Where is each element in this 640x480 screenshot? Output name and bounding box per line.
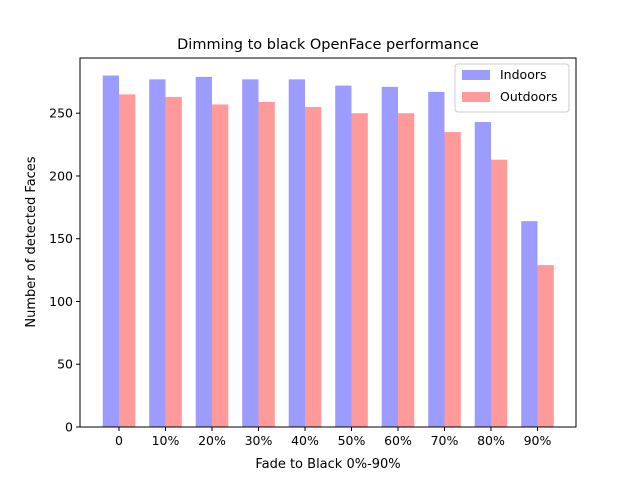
bars-group [102,75,554,428]
bar-indoors-9 [521,221,538,427]
bar-outdoors-3 [258,101,275,427]
bar-indoors-2 [195,76,212,427]
x-tick-label: 50% [338,433,366,448]
x-tick-label: 90% [524,433,552,448]
bar-outdoors-2 [212,104,229,427]
y-axis: 0 50 100 150 200 250 [49,106,80,435]
bar-indoors-0 [102,75,119,428]
bar-indoors-7 [428,91,445,427]
x-axis-label: Fade to Black 0%-90% [255,457,400,472]
bar-outdoors-6 [398,113,415,427]
legend-label-indoors: Indoors [500,67,547,82]
x-tick-label: 30% [245,433,273,448]
plot-frame [79,57,577,428]
bar-indoors-5 [335,85,352,427]
bar-indoors-1 [149,79,166,427]
y-tick-label: 200 [49,168,73,183]
chart-title: Dimming to black OpenFace performance [177,37,479,53]
bar-outdoors-8 [491,159,508,427]
bar-outdoors-1 [165,96,182,427]
x-tick-label: 10% [152,433,180,448]
legend: Indoors Outdoors [454,63,570,113]
x-tick-label: 80% [477,433,505,448]
x-tick-label: 40% [291,433,319,448]
bar-indoors-4 [288,79,305,427]
x-tick-label: 70% [431,433,459,448]
y-tick-label: 250 [49,106,73,121]
x-tick-label: 60% [384,433,412,448]
legend-label-outdoors: Outdoors [500,89,558,104]
bar-outdoors-5 [351,113,368,427]
bar-outdoors-7 [444,132,461,427]
y-axis-label: Number of detected Faces [24,156,39,327]
bar-outdoors-0 [119,94,136,428]
x-axis: 0 10% 20% 30% 40% 50% 60% 70% 80% 90% [115,427,552,448]
bar-outdoors-4 [305,106,322,428]
bar-indoors-8 [474,122,491,428]
y-tick-label: 150 [49,231,73,246]
legend-swatch-indoors [462,70,490,80]
x-tick-label: 20% [198,433,226,448]
bar-indoors-3 [242,79,259,427]
y-tick-label: 100 [49,294,73,309]
bar-outdoors-9 [537,265,554,427]
x-tick-label: 0 [115,433,123,448]
y-tick-label: 0 [65,420,73,435]
legend-swatch-outdoors [462,92,490,102]
bar-indoors-6 [381,86,398,428]
y-tick-label: 50 [57,357,73,372]
